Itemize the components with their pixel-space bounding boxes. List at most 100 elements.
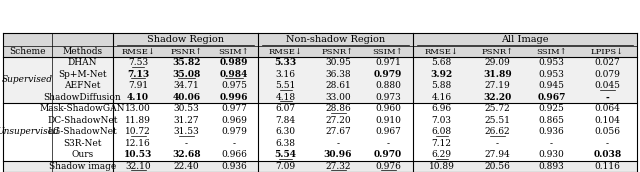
- Text: 0.967: 0.967: [375, 127, 401, 136]
- Text: 7.13: 7.13: [127, 70, 149, 79]
- Text: 32.10: 32.10: [125, 162, 151, 171]
- Text: 7.03: 7.03: [431, 116, 451, 125]
- Text: 0.979: 0.979: [374, 70, 402, 79]
- Text: 35.82: 35.82: [172, 58, 201, 67]
- Text: 0.966: 0.966: [221, 150, 247, 159]
- Text: AEFNet: AEFNet: [64, 81, 100, 90]
- Text: 0.925: 0.925: [539, 104, 564, 113]
- Text: 0.996: 0.996: [220, 93, 248, 102]
- Text: Mask-ShadowGAN: Mask-ShadowGAN: [40, 104, 125, 113]
- Text: -: -: [185, 139, 188, 148]
- Text: 0.936: 0.936: [539, 127, 564, 136]
- Text: ShadowDiffusion: ShadowDiffusion: [44, 93, 122, 102]
- Text: 10.53: 10.53: [124, 150, 152, 159]
- Text: 30.96: 30.96: [324, 150, 352, 159]
- Text: DHAN: DHAN: [68, 58, 97, 67]
- Text: 0.079: 0.079: [595, 70, 620, 79]
- Bar: [3, 33, 637, 57]
- Text: PSNR↑: PSNR↑: [322, 47, 354, 56]
- Text: S3R-Net: S3R-Net: [63, 139, 102, 148]
- Text: 5.68: 5.68: [431, 58, 452, 67]
- Text: 28.61: 28.61: [325, 81, 351, 90]
- Text: Unsupervised: Unsupervised: [0, 127, 59, 136]
- Text: 0.979: 0.979: [221, 127, 247, 136]
- Text: 25.51: 25.51: [484, 116, 511, 125]
- Text: 0.893: 0.893: [539, 162, 564, 171]
- Text: 5.51: 5.51: [275, 81, 296, 90]
- Text: 34.71: 34.71: [173, 81, 200, 90]
- Text: 6.30: 6.30: [275, 127, 296, 136]
- Text: 25.72: 25.72: [484, 104, 510, 113]
- Text: 4.10: 4.10: [127, 93, 149, 102]
- Text: 0.953: 0.953: [539, 58, 564, 67]
- Text: RMSE↓: RMSE↓: [121, 47, 155, 56]
- Text: 0.984: 0.984: [220, 70, 248, 79]
- Text: -: -: [550, 139, 553, 148]
- Text: 11.89: 11.89: [125, 116, 151, 125]
- Text: 0.969: 0.969: [221, 116, 247, 125]
- Text: 4.18: 4.18: [275, 93, 296, 102]
- Text: -: -: [606, 139, 609, 148]
- Bar: [3, 103, 637, 115]
- Text: Shadow image: Shadow image: [49, 162, 116, 171]
- Text: 6.07: 6.07: [275, 104, 296, 113]
- Text: 35.08: 35.08: [172, 70, 201, 79]
- Text: 0.973: 0.973: [375, 93, 401, 102]
- Text: 0.976: 0.976: [375, 162, 401, 171]
- Text: 3.16: 3.16: [275, 70, 296, 79]
- Text: 0.045: 0.045: [595, 81, 621, 90]
- Text: 0.945: 0.945: [538, 81, 564, 90]
- Text: 40.06: 40.06: [172, 93, 200, 102]
- Text: 32.20: 32.20: [483, 93, 511, 102]
- Text: 0.064: 0.064: [595, 104, 620, 113]
- Text: PSNR↑: PSNR↑: [481, 47, 513, 56]
- Text: 0.977: 0.977: [221, 104, 247, 113]
- Text: 27.94: 27.94: [484, 150, 510, 159]
- Text: 27.19: 27.19: [484, 81, 510, 90]
- Text: 7.84: 7.84: [275, 116, 296, 125]
- Text: 0.104: 0.104: [595, 116, 620, 125]
- Text: SSIM↑: SSIM↑: [536, 47, 567, 56]
- Text: 31.53: 31.53: [173, 127, 200, 136]
- Text: 0.970: 0.970: [374, 150, 402, 159]
- Text: All Image: All Image: [501, 35, 548, 44]
- Text: SSIM↑: SSIM↑: [219, 47, 250, 56]
- Text: 7.12: 7.12: [431, 139, 451, 148]
- Bar: [3, 57, 637, 68]
- Text: 0.936: 0.936: [221, 162, 247, 171]
- Text: 0.880: 0.880: [375, 81, 401, 90]
- Text: Sp+M-Net: Sp+M-Net: [58, 70, 107, 79]
- Text: 0.038: 0.038: [593, 150, 621, 159]
- Text: 0.930: 0.930: [539, 150, 564, 159]
- Text: 31.89: 31.89: [483, 70, 512, 79]
- Text: 12.16: 12.16: [125, 139, 151, 148]
- Text: 5.54: 5.54: [275, 150, 296, 159]
- Text: 7.09: 7.09: [275, 162, 296, 171]
- Text: 10.72: 10.72: [125, 127, 151, 136]
- Text: 6.96: 6.96: [431, 104, 452, 113]
- Text: 27.67: 27.67: [325, 127, 351, 136]
- Text: 0.971: 0.971: [375, 58, 401, 67]
- Text: RMSE↓: RMSE↓: [269, 47, 303, 56]
- Text: 27.32: 27.32: [325, 162, 351, 171]
- Text: PSNR↑: PSNR↑: [170, 47, 203, 56]
- Text: 31.27: 31.27: [173, 116, 199, 125]
- Text: 0.953: 0.953: [539, 70, 564, 79]
- Bar: [3, 68, 637, 80]
- Text: -: -: [232, 139, 236, 148]
- Text: 7.91: 7.91: [128, 81, 148, 90]
- Text: -: -: [496, 139, 499, 148]
- Text: -: -: [387, 139, 390, 148]
- Text: LG-ShadowNet: LG-ShadowNet: [47, 127, 117, 136]
- Text: Methods: Methods: [63, 47, 102, 56]
- Bar: [3, 137, 637, 149]
- Text: 28.86: 28.86: [325, 104, 351, 113]
- Text: 32.68: 32.68: [172, 150, 201, 159]
- Text: 6.08: 6.08: [431, 127, 452, 136]
- Text: 30.53: 30.53: [173, 104, 200, 113]
- Bar: [3, 115, 637, 126]
- Text: 4.16: 4.16: [431, 93, 452, 102]
- Text: 0.056: 0.056: [595, 127, 621, 136]
- Text: Shadow Region: Shadow Region: [147, 35, 224, 44]
- Text: 0.960: 0.960: [375, 104, 401, 113]
